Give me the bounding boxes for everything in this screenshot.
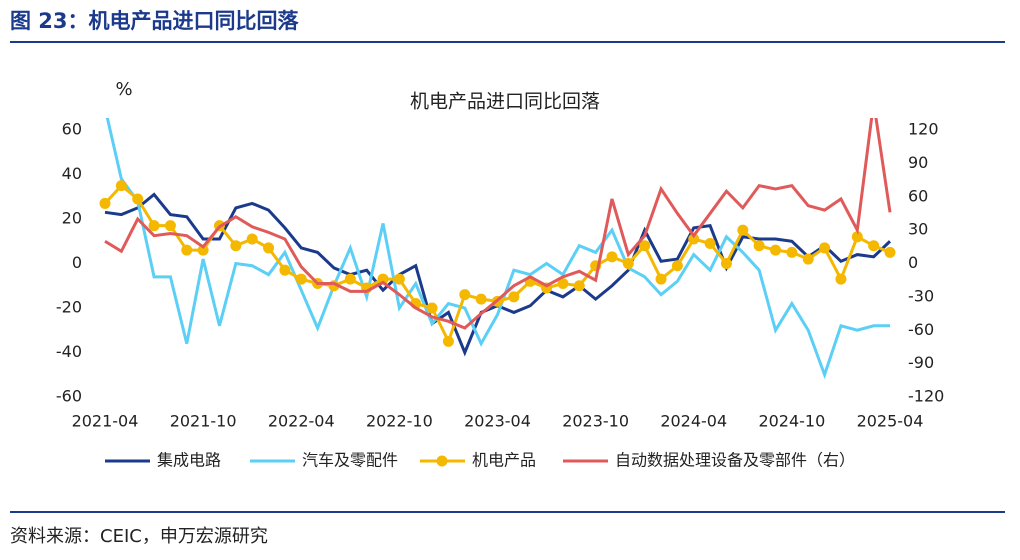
marker <box>868 240 880 252</box>
marker <box>737 224 749 236</box>
y2-tick-label: 30 <box>908 220 928 239</box>
legend-label: 汽车及零配件 <box>302 451 398 470</box>
series-line <box>105 118 890 380</box>
marker <box>442 335 454 347</box>
x-tick-label: 2024-10 <box>758 412 825 431</box>
marker <box>819 242 831 254</box>
legend-label: 机电产品 <box>472 451 536 470</box>
marker <box>459 289 471 301</box>
marker <box>753 240 765 252</box>
marker <box>884 246 896 258</box>
marker <box>770 244 782 256</box>
y2-tick-label: -120 <box>908 387 944 406</box>
marker <box>132 193 144 205</box>
marker <box>263 242 275 254</box>
y2-tick-label: -60 <box>908 320 934 339</box>
x-tick-label: 2021-04 <box>72 412 139 431</box>
y-tick-label: -60 <box>56 387 82 406</box>
x-tick-label: 2022-04 <box>268 412 335 431</box>
legend-marker <box>436 455 448 467</box>
x-tick-label: 2023-10 <box>562 412 629 431</box>
series-line <box>104 192 892 357</box>
y-tick-label: 0 <box>72 253 82 272</box>
marker <box>164 220 176 232</box>
marker <box>99 197 111 209</box>
marker <box>639 240 651 252</box>
marker <box>835 273 847 285</box>
y2-tick-label: 0 <box>908 253 918 272</box>
figure-title: 图 23：机电产品进口同比回落 <box>10 9 300 33</box>
legend-label: 自动数据处理设备及零部件（右） <box>615 451 855 470</box>
y-tick-label: 20 <box>62 209 82 228</box>
x-tick-label: 2022-10 <box>366 412 433 431</box>
marker <box>426 302 438 314</box>
marker <box>197 244 209 256</box>
marker <box>181 244 193 256</box>
y2-tick-label: -30 <box>908 286 934 305</box>
legend-label: 集成电路 <box>157 451 221 470</box>
marker <box>377 273 389 285</box>
y-tick-label: 40 <box>62 164 82 183</box>
marker <box>655 273 667 285</box>
source: 资料来源：CEIC，申万宏源研究 <box>10 526 268 547</box>
plot-area <box>99 118 896 380</box>
marker <box>115 180 127 192</box>
marker <box>230 240 242 252</box>
y-tick-label: -20 <box>56 298 82 317</box>
chart-title: 机电产品进口同比回落 <box>410 91 600 113</box>
y2-tick-label: 90 <box>908 153 928 172</box>
marker <box>508 291 520 303</box>
y-tick-label: -40 <box>56 342 82 361</box>
marker <box>671 260 683 272</box>
marker <box>622 258 634 269</box>
marker <box>786 246 798 258</box>
marker <box>148 220 160 232</box>
marker <box>688 233 700 245</box>
y2-tick-label: 60 <box>908 186 928 205</box>
marker <box>344 273 356 285</box>
y2-tick-label: -90 <box>908 353 934 372</box>
marker <box>393 273 405 285</box>
marker <box>295 273 307 285</box>
marker <box>802 253 814 265</box>
x-tick-label: 2025-04 <box>857 412 924 431</box>
x-tick-label: 2021-10 <box>170 412 237 431</box>
y-tick-label: 60 <box>62 120 82 139</box>
marker <box>704 237 716 249</box>
marker <box>557 278 569 290</box>
x-tick-label: 2023-04 <box>464 412 531 431</box>
marker <box>279 264 291 276</box>
marker <box>851 231 863 243</box>
marker <box>246 233 258 245</box>
y-axis-label: % <box>115 79 132 100</box>
marker <box>606 251 618 263</box>
y2-tick-label: 120 <box>908 120 939 139</box>
series-line <box>104 118 892 330</box>
marker <box>573 280 585 292</box>
marker <box>720 258 732 269</box>
marker <box>475 293 487 305</box>
x-tick-label: 2024-04 <box>660 412 727 431</box>
